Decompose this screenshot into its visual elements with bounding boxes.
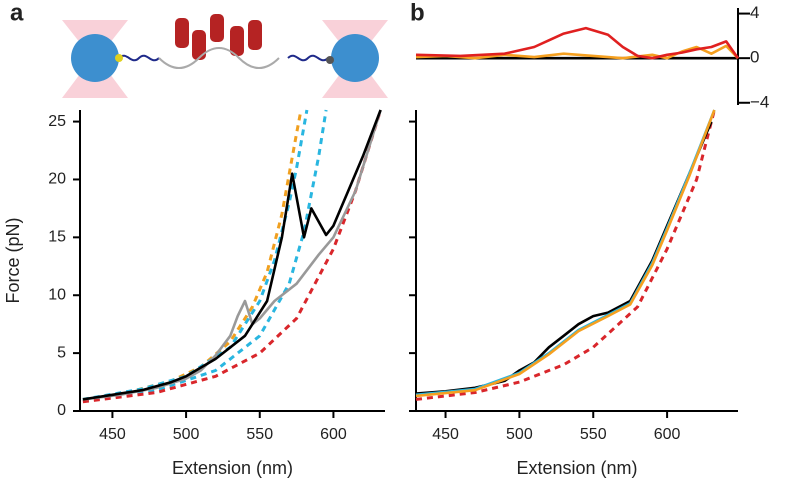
x-tick-label: 500 [173, 426, 200, 443]
x-tick-label: 600 [654, 426, 681, 443]
x-tick-label: 550 [580, 426, 607, 443]
force-curve [415, 109, 716, 398]
y2-tick-label: 0 [750, 48, 759, 67]
x-axis-label: Extension (nm) [172, 458, 293, 478]
force-curve [82, 109, 309, 401]
panel-label: b [410, 0, 425, 26]
x-tick-label: 600 [320, 426, 347, 443]
x-axis-label: Extension (nm) [516, 458, 637, 478]
y-tick-label: 10 [48, 286, 66, 303]
force-curve [415, 121, 713, 395]
y-tick-label: 5 [57, 344, 66, 361]
y-tick-label: 20 [48, 171, 66, 188]
force-curve [82, 109, 303, 401]
y-tick-label: 15 [48, 229, 66, 246]
force-curve [415, 109, 716, 397]
force-curve [415, 109, 716, 401]
y-tick-label: 0 [57, 402, 66, 419]
panel-label: a [10, 0, 24, 26]
x-tick-label: 500 [506, 426, 533, 443]
y2-tick-label: 4 [750, 3, 759, 22]
residual-line [415, 44, 739, 60]
x-tick-label: 450 [99, 426, 126, 443]
residual-line [415, 26, 740, 60]
y-axis-label: Force (pN) [3, 217, 23, 303]
x-tick-label: 450 [432, 426, 459, 443]
force-curve [82, 109, 328, 403]
illustration [62, 14, 388, 98]
y2-tick-label: −4 [750, 92, 769, 111]
force-curve [82, 109, 382, 401]
y-tick-label: 25 [48, 113, 66, 130]
force-curve [82, 109, 382, 401]
x-tick-label: 550 [246, 426, 273, 443]
